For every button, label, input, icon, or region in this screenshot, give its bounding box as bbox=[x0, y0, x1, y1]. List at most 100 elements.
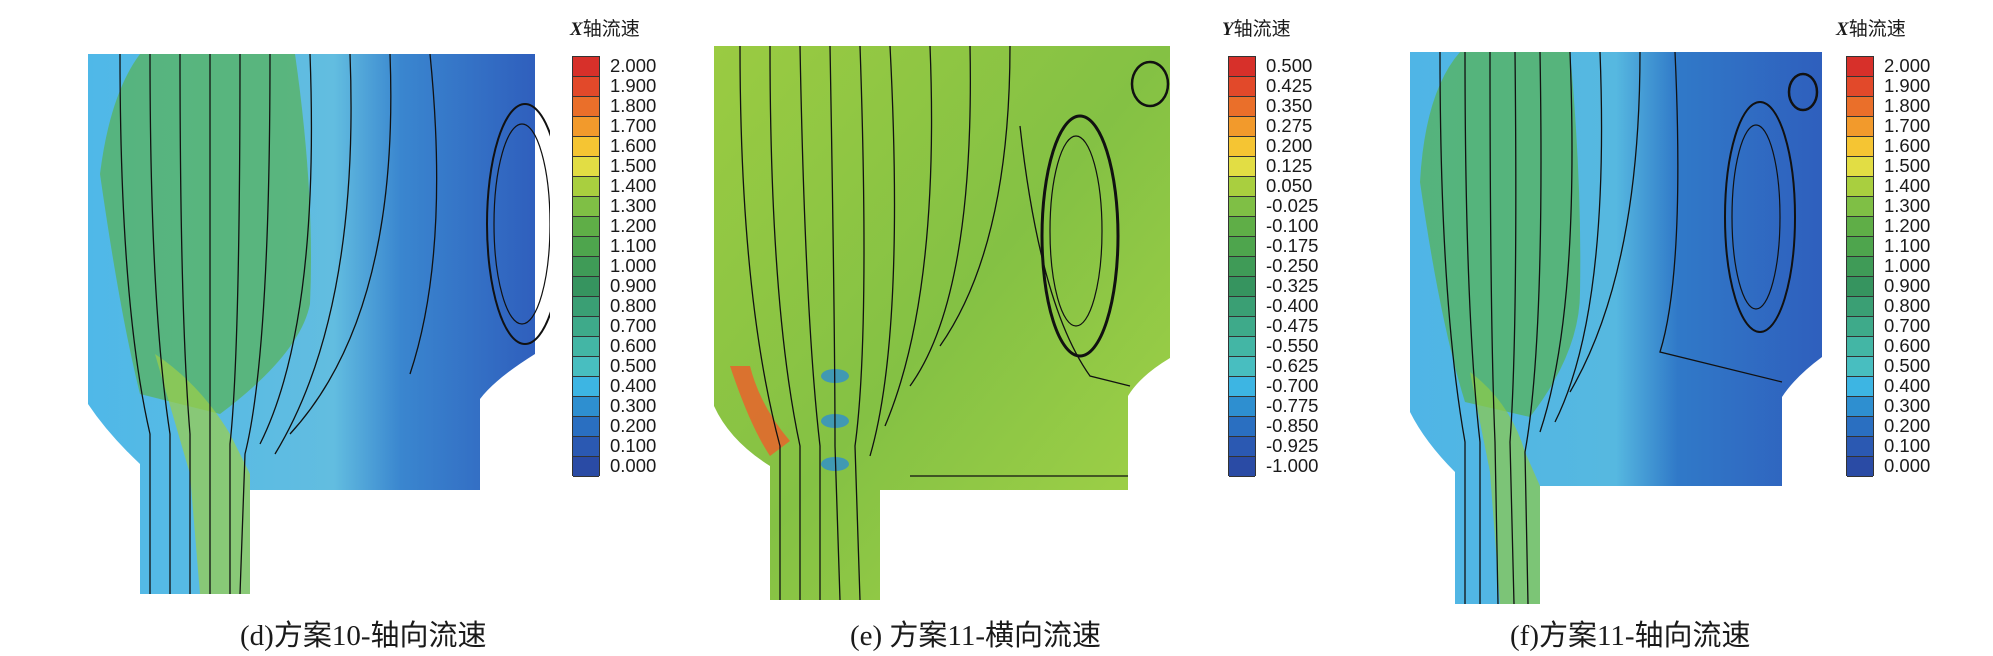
scale-tick-label: 1.800 bbox=[610, 95, 657, 116]
color-swatch bbox=[1847, 117, 1873, 137]
color-swatch bbox=[1847, 337, 1873, 357]
color-swatch bbox=[1847, 257, 1873, 277]
flow-field-e bbox=[714, 46, 1170, 601]
caption-d: (d)方案10-轴向流速 bbox=[240, 620, 487, 652]
color-swatch bbox=[573, 297, 599, 317]
panel-e: Y轴流速 0.500 0.425 0.350 0.275 0.200 0.125 0.050… bbox=[690, 0, 1350, 656]
color-swatch bbox=[573, 77, 599, 97]
scale-tick-label: 1.200 bbox=[610, 215, 657, 236]
color-swatch bbox=[1847, 297, 1873, 317]
legend-axis-e: Y bbox=[1222, 19, 1234, 40]
scale-tick-label: -0.700 bbox=[1266, 375, 1319, 396]
color-bar-e bbox=[1228, 56, 1256, 477]
color-swatch bbox=[1229, 77, 1255, 97]
flow-field-f bbox=[1410, 52, 1822, 605]
color-swatch bbox=[1229, 257, 1255, 277]
scale-tick-label: 1.700 bbox=[610, 115, 657, 136]
color-swatch bbox=[573, 237, 599, 257]
scale-tick-label: 1.800 bbox=[1884, 95, 1931, 116]
legend-axis-d: X bbox=[570, 19, 583, 40]
streamlines-d bbox=[119, 54, 438, 595]
scale-tick-label: -0.550 bbox=[1266, 335, 1319, 356]
color-swatch bbox=[1847, 177, 1873, 197]
scale-tick-label: 0.000 bbox=[610, 455, 657, 476]
color-swatch bbox=[1229, 117, 1255, 137]
flow-field-d bbox=[88, 54, 550, 595]
color-swatch bbox=[1847, 317, 1873, 337]
scale-tick-label: -0.025 bbox=[1266, 195, 1319, 216]
legend-axis-f: X bbox=[1836, 19, 1849, 40]
color-swatch bbox=[1229, 357, 1255, 377]
color-swatch bbox=[1229, 237, 1255, 257]
scale-tick-label: 1.000 bbox=[610, 255, 657, 276]
scale-tick-label: -0.850 bbox=[1266, 415, 1319, 436]
scale-tick-label: 0.700 bbox=[1884, 315, 1931, 336]
flow-plot-f bbox=[1410, 52, 1830, 612]
color-swatch bbox=[573, 197, 599, 217]
color-swatch bbox=[573, 157, 599, 177]
legend-title-e: Y轴流速 bbox=[1222, 14, 1291, 41]
scale-tick-label: 0.600 bbox=[1884, 335, 1931, 356]
color-swatch bbox=[1847, 137, 1873, 157]
color-swatch bbox=[573, 117, 599, 137]
scale-tick-label: 1.600 bbox=[610, 135, 657, 156]
scale-tick-label: 1.600 bbox=[1884, 135, 1931, 156]
color-swatch bbox=[573, 137, 599, 157]
color-swatch bbox=[1229, 317, 1255, 337]
scale-tick-label: 0.900 bbox=[1884, 275, 1931, 296]
scale-tick-label: 0.400 bbox=[1884, 375, 1931, 396]
domain-e bbox=[714, 46, 1170, 600]
color-swatch bbox=[1847, 197, 1873, 217]
legend-title-f: X轴流速 bbox=[1836, 14, 1906, 41]
scale-tick-label: -0.175 bbox=[1266, 235, 1319, 256]
color-swatch bbox=[1847, 237, 1873, 257]
color-swatch bbox=[573, 377, 599, 397]
scale-tick-label: 0.125 bbox=[1266, 155, 1313, 176]
color-swatch bbox=[1229, 397, 1255, 417]
color-swatch bbox=[573, 317, 599, 337]
color-swatch bbox=[573, 397, 599, 417]
scale-tick-label: 0.500 bbox=[1266, 55, 1313, 76]
color-swatch bbox=[573, 337, 599, 357]
scale-tick-label: -0.325 bbox=[1266, 275, 1319, 296]
scale-tick-label: 0.300 bbox=[1884, 395, 1931, 416]
color-swatch bbox=[1847, 277, 1873, 297]
scale-tick-label: 2.000 bbox=[1884, 55, 1931, 76]
color-swatch bbox=[573, 57, 599, 77]
scale-tick-label: 0.425 bbox=[1266, 75, 1313, 96]
scale-tick-label: 0.400 bbox=[610, 375, 657, 396]
scale-tick-label: 1.400 bbox=[1884, 175, 1931, 196]
scale-tick-label: -0.400 bbox=[1266, 295, 1319, 316]
legend-title-d: X轴流速 bbox=[570, 14, 640, 41]
scale-tick-label: 1.300 bbox=[1884, 195, 1931, 216]
color-bar-d bbox=[572, 56, 600, 477]
scale-tick-label: -1.000 bbox=[1266, 455, 1319, 476]
scale-tick-label: 1.500 bbox=[1884, 155, 1931, 176]
scale-tick-label: 1.200 bbox=[1884, 215, 1931, 236]
scale-tick-label: 0.200 bbox=[1266, 135, 1313, 156]
color-swatch bbox=[573, 277, 599, 297]
scale-tick-label: 0.300 bbox=[610, 395, 657, 416]
color-swatch bbox=[1229, 417, 1255, 437]
scale-tick-label: 1.900 bbox=[1884, 75, 1931, 96]
flow-plot-d bbox=[80, 54, 550, 604]
streamlines-f bbox=[1439, 52, 1783, 605]
color-swatch bbox=[573, 457, 599, 477]
legend-suffix-f: 轴流速 bbox=[1848, 19, 1906, 40]
color-swatch bbox=[573, 217, 599, 237]
flow-plot-e bbox=[710, 46, 1180, 606]
color-swatch bbox=[1229, 137, 1255, 157]
scale-tick-label: -0.775 bbox=[1266, 395, 1319, 416]
caption-e: (e) 方案11-横向流速 bbox=[850, 620, 1102, 652]
color-swatch bbox=[573, 357, 599, 377]
scale-tick-label: 0.050 bbox=[1266, 175, 1313, 196]
color-swatch bbox=[1229, 297, 1255, 317]
scale-tick-label: 2.000 bbox=[610, 55, 657, 76]
color-swatch bbox=[1847, 437, 1873, 457]
color-swatch bbox=[1847, 357, 1873, 377]
scale-tick-label: 1.100 bbox=[1884, 235, 1931, 256]
color-swatch bbox=[573, 177, 599, 197]
color-swatch bbox=[1847, 417, 1873, 437]
color-swatch bbox=[1229, 337, 1255, 357]
color-bar-f bbox=[1846, 56, 1874, 477]
